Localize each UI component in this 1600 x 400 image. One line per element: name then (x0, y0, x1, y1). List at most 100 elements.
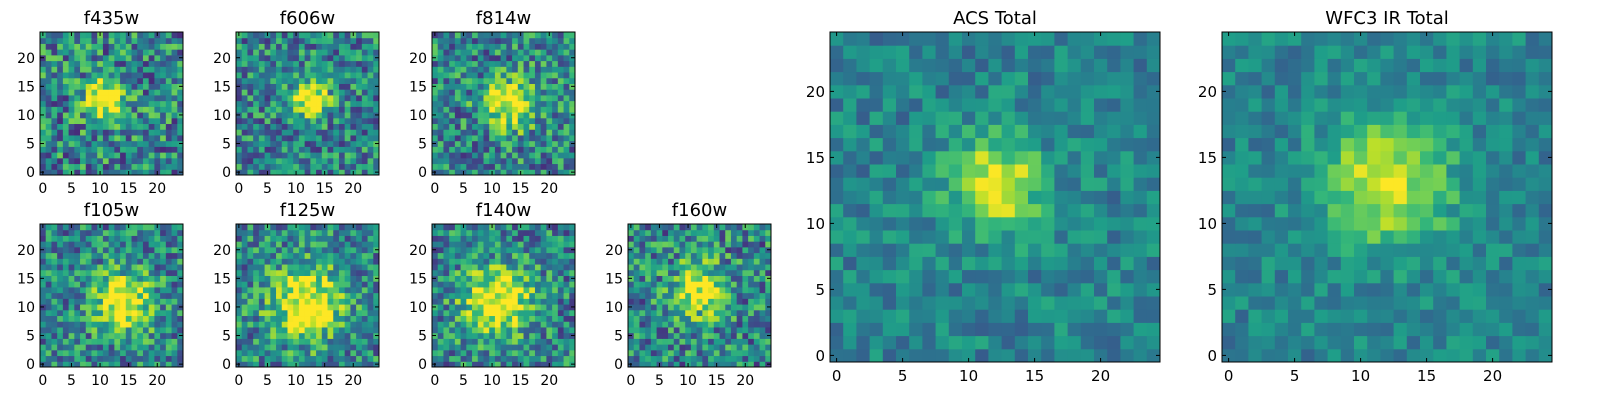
heatmap-cell (85, 258, 92, 265)
heatmap-cell (270, 89, 277, 96)
heatmap-cell (449, 94, 456, 102)
heatmap-cell (460, 152, 467, 159)
heatmap-cell (662, 258, 669, 265)
heatmap-cell (830, 335, 844, 350)
heatmap-cell (154, 152, 161, 159)
heatmap-cell (80, 281, 87, 288)
heatmap-cell (160, 72, 167, 79)
heatmap-cell (80, 224, 87, 231)
heatmap-cell (517, 77, 525, 84)
heatmap-cell (679, 224, 686, 231)
heatmap-cell (40, 43, 47, 50)
heatmap-cell (449, 252, 456, 259)
heatmap-cell (327, 315, 334, 322)
heatmap-cell (114, 129, 121, 136)
heatmap-cell (137, 309, 144, 317)
heatmap-cell (321, 252, 329, 259)
heatmap-cell (102, 54, 110, 62)
heatmap-cell (494, 349, 502, 357)
heatmap-cell (443, 106, 450, 113)
heatmap-cell (489, 286, 496, 294)
heatmap-cell (148, 292, 155, 299)
heatmap-cell (177, 321, 184, 328)
heatmap-cell (517, 66, 525, 73)
heatmap-cell (40, 152, 47, 159)
heatmap-cell (540, 264, 547, 271)
heatmap-cell (361, 361, 369, 368)
heatmap-cell (344, 298, 351, 305)
x-tick-label: 20 (148, 373, 166, 389)
heatmap-cell (287, 94, 294, 102)
heatmap-cell (91, 152, 98, 159)
heatmap-cell (258, 224, 266, 231)
heatmap-cell (327, 94, 334, 102)
heatmap-cell (506, 83, 513, 90)
heatmap-cell (165, 344, 173, 351)
heatmap-cell (909, 322, 923, 337)
heatmap-cell (321, 37, 329, 44)
heatmap-cell (668, 258, 675, 265)
heatmap-cell (748, 355, 755, 362)
heatmap-cell (552, 281, 559, 288)
heatmap-cell (356, 152, 363, 159)
heatmap-cell (350, 89, 357, 96)
heatmap-cell (569, 77, 576, 84)
heatmap-cell (1133, 348, 1148, 363)
heatmap-cell (437, 246, 444, 254)
heatmap-cell (310, 269, 317, 276)
heatmap-cell (869, 203, 884, 218)
heatmap-cell (253, 252, 260, 259)
heatmap-cell (713, 344, 721, 351)
heatmap-cell (74, 281, 81, 288)
heatmap-cell (350, 252, 357, 259)
heatmap-cell (748, 286, 755, 294)
x-tick-label: 15 (316, 373, 334, 389)
heatmap-cell (154, 106, 161, 113)
heatmap-cell (253, 229, 260, 236)
heatmap-cell (62, 286, 70, 294)
heatmap-cell (563, 344, 570, 351)
heatmap-cell (367, 315, 374, 322)
heatmap-cell (142, 140, 150, 147)
heatmap-cell (489, 264, 496, 271)
heatmap-cell (472, 292, 479, 299)
heatmap-cell (494, 112, 502, 119)
heatmap-cell (656, 349, 663, 357)
heatmap-cell (85, 106, 92, 113)
heatmap-cell (344, 304, 351, 311)
heatmap-cell (114, 83, 121, 90)
heatmap-cell (344, 235, 351, 242)
heatmap-cell (765, 224, 772, 231)
heatmap-cell (310, 344, 317, 351)
heatmap-cell (356, 258, 363, 265)
heatmap-cell (662, 315, 669, 322)
heatmap-cell (316, 134, 323, 142)
heatmap-cell (719, 315, 726, 322)
y-tick-label: 5 (418, 137, 427, 153)
heatmap-cell (830, 282, 844, 297)
heatmap-cell (483, 77, 490, 84)
heatmap-cell (437, 152, 444, 159)
heatmap-cell (506, 275, 513, 282)
heatmap-cell (540, 309, 547, 317)
heatmap-cell (685, 235, 692, 242)
heatmap-cell (114, 338, 121, 345)
heatmap-cell (373, 355, 380, 362)
heatmap-cell (454, 37, 462, 44)
heatmap-cell (552, 264, 559, 271)
heatmap-cell (253, 269, 260, 276)
heatmap-cell (102, 332, 110, 339)
heatmap-cell (177, 43, 184, 50)
heatmap-cell (432, 241, 439, 248)
heatmap-cell (719, 321, 726, 328)
heatmap-cell (540, 169, 547, 176)
heatmap-cell (569, 252, 576, 259)
heatmap-cell (281, 229, 288, 236)
heatmap-cell (310, 264, 317, 271)
heatmap-cell (304, 349, 311, 357)
heatmap-cell (165, 229, 173, 236)
heatmap-cell (258, 269, 266, 276)
